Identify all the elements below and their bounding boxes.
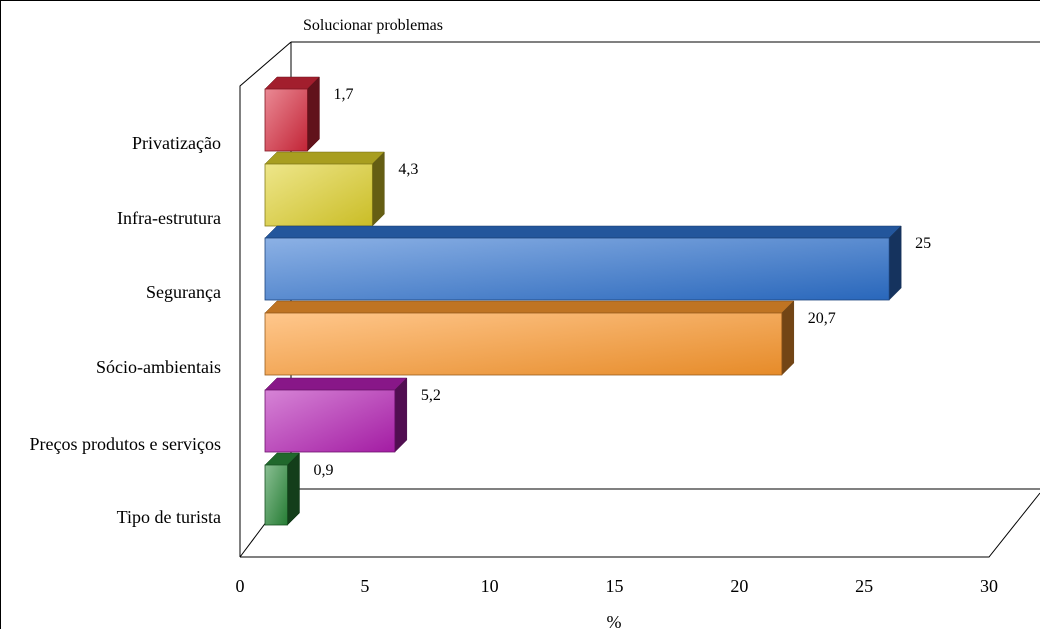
category-label: Segurança bbox=[146, 282, 221, 302]
data-label: 4,3 bbox=[398, 161, 418, 178]
bar-side-face bbox=[888, 225, 902, 301]
x-tick-label: 15 bbox=[606, 576, 624, 596]
left-wall bbox=[239, 41, 292, 557]
bar-front-face bbox=[264, 88, 308, 152]
bar-front-face bbox=[264, 312, 783, 376]
x-tick-label: 10 bbox=[481, 576, 499, 596]
bar-3 bbox=[264, 225, 902, 301]
bar-side-face bbox=[372, 151, 385, 227]
bar-side-face bbox=[287, 452, 300, 526]
data-label: 5,2 bbox=[421, 387, 441, 404]
bar-top-face bbox=[264, 151, 385, 165]
bar-side-face bbox=[307, 76, 320, 152]
bar-6 bbox=[264, 452, 301, 526]
category-label: Preços produtos e serviços bbox=[30, 434, 221, 454]
x-tick-label: 25 bbox=[855, 576, 873, 596]
chart-title: Solucionar problemas bbox=[303, 17, 443, 34]
bar-front-face bbox=[264, 163, 373, 227]
data-label: 20,7 bbox=[808, 310, 836, 327]
floor-front-edge bbox=[240, 492, 1040, 558]
bar-front-face bbox=[264, 237, 890, 301]
bar-side-face bbox=[781, 300, 795, 376]
category-label: Privatização bbox=[132, 133, 221, 153]
bar-side-face bbox=[394, 377, 408, 453]
x-axis-label: % bbox=[607, 612, 622, 629]
bar-front-face bbox=[264, 389, 396, 453]
bar-4 bbox=[264, 300, 795, 376]
bar-5 bbox=[264, 377, 408, 453]
labels-group: 0 5 10 15 20 25 30 1,7 Privatização 4,3 Infra-estr… bbox=[30, 86, 998, 596]
category-label: Infra-estrutura bbox=[117, 208, 221, 228]
x-tick-label: 0 bbox=[236, 576, 245, 596]
x-tick-label: 20 bbox=[730, 576, 748, 596]
data-label: 0,9 bbox=[313, 462, 333, 479]
bars-group bbox=[264, 76, 902, 526]
bar-top-face bbox=[264, 300, 795, 314]
bar-top-face bbox=[264, 225, 902, 239]
category-label: Tipo de turista bbox=[117, 507, 221, 527]
data-label: 1,7 bbox=[333, 86, 353, 103]
bar-top-face bbox=[264, 377, 408, 391]
bar-2 bbox=[264, 151, 385, 227]
category-label: Sócio-ambientais bbox=[96, 357, 221, 377]
bar-1 bbox=[264, 76, 321, 152]
data-label: 25 bbox=[915, 235, 931, 252]
bar-front-face bbox=[264, 464, 288, 526]
x-tick-label: 30 bbox=[980, 576, 998, 596]
x-tick-label: 5 bbox=[360, 576, 369, 596]
